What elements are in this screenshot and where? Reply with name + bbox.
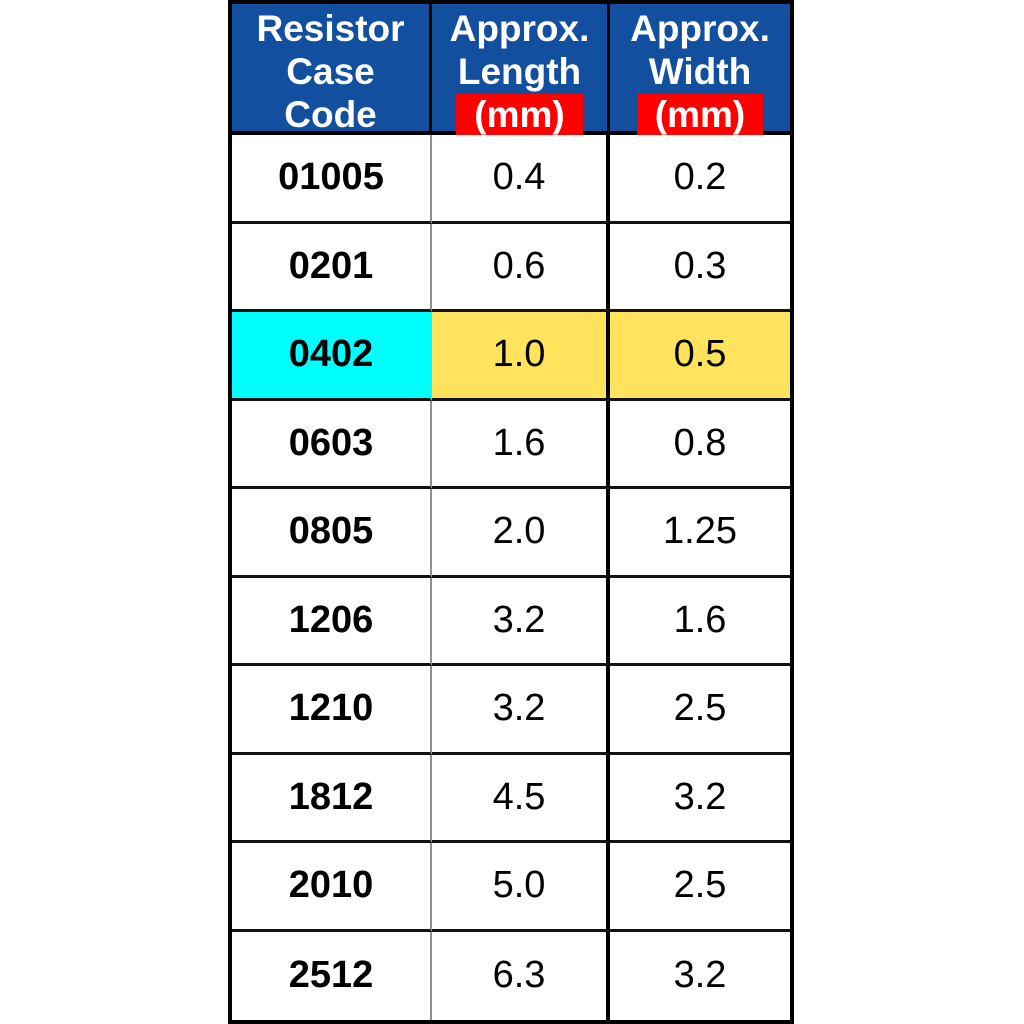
case-code-cell: 0201	[232, 223, 432, 312]
header-line: Approx.	[630, 8, 770, 49]
length-value-cell: 1.6	[432, 400, 610, 489]
width-value-cell: 1.25	[610, 489, 790, 578]
header-width: Approx. Width (mm)	[610, 4, 790, 135]
header-line: Code	[284, 94, 377, 135]
case-code-cell: 0402	[232, 312, 432, 401]
case-code-cell: 0603	[232, 400, 432, 489]
width-value-cell: 2.5	[610, 666, 790, 755]
header-length: Approx. Length (mm)	[432, 4, 610, 135]
header-unit-row: (mm)	[610, 93, 790, 136]
header-line: Width	[648, 51, 752, 92]
length-value-cell: 5.0	[432, 843, 610, 932]
case-code-cell: 1812	[232, 754, 432, 843]
length-value-cell: 0.6	[432, 223, 610, 312]
case-code-cell: 01005	[232, 135, 432, 224]
header-line: Case	[286, 51, 375, 92]
header-line: Approx.	[449, 8, 590, 49]
length-value-cell: 2.0	[432, 489, 610, 578]
case-code-cell: 1206	[232, 577, 432, 666]
width-value-cell: 1.6	[610, 577, 790, 666]
length-value-cell: 6.3	[432, 931, 610, 1020]
case-code-cell: 1210	[232, 666, 432, 755]
width-value-cell: 0.8	[610, 400, 790, 489]
length-value-cell: 3.2	[432, 666, 610, 755]
width-value-cell: 0.5	[610, 312, 790, 401]
case-code-cell: 2512	[232, 931, 432, 1020]
header-unit-row: (mm)	[432, 93, 607, 136]
length-value-cell: 1.0	[432, 312, 610, 401]
width-value-cell: 0.2	[610, 135, 790, 224]
header-case-code: Resistor Case Code	[232, 4, 432, 135]
case-code-cell: 2010	[232, 843, 432, 932]
length-value-cell: 0.4	[432, 135, 610, 224]
width-value-cell: 3.2	[610, 754, 790, 843]
case-code-cell: 0805	[232, 489, 432, 578]
width-value-cell: 2.5	[610, 843, 790, 932]
unit-badge-mm-width: (mm)	[636, 94, 764, 135]
header-line: Resistor	[256, 8, 405, 49]
length-value-cell: 3.2	[432, 577, 610, 666]
length-value-cell: 4.5	[432, 754, 610, 843]
width-value-cell: 3.2	[610, 931, 790, 1020]
resistor-table: Resistor Case Code Approx. Length (mm) A…	[228, 0, 794, 1024]
width-value-cell: 0.3	[610, 223, 790, 312]
unit-badge-mm-length: (mm)	[456, 94, 583, 135]
header-line: Length	[457, 51, 582, 92]
